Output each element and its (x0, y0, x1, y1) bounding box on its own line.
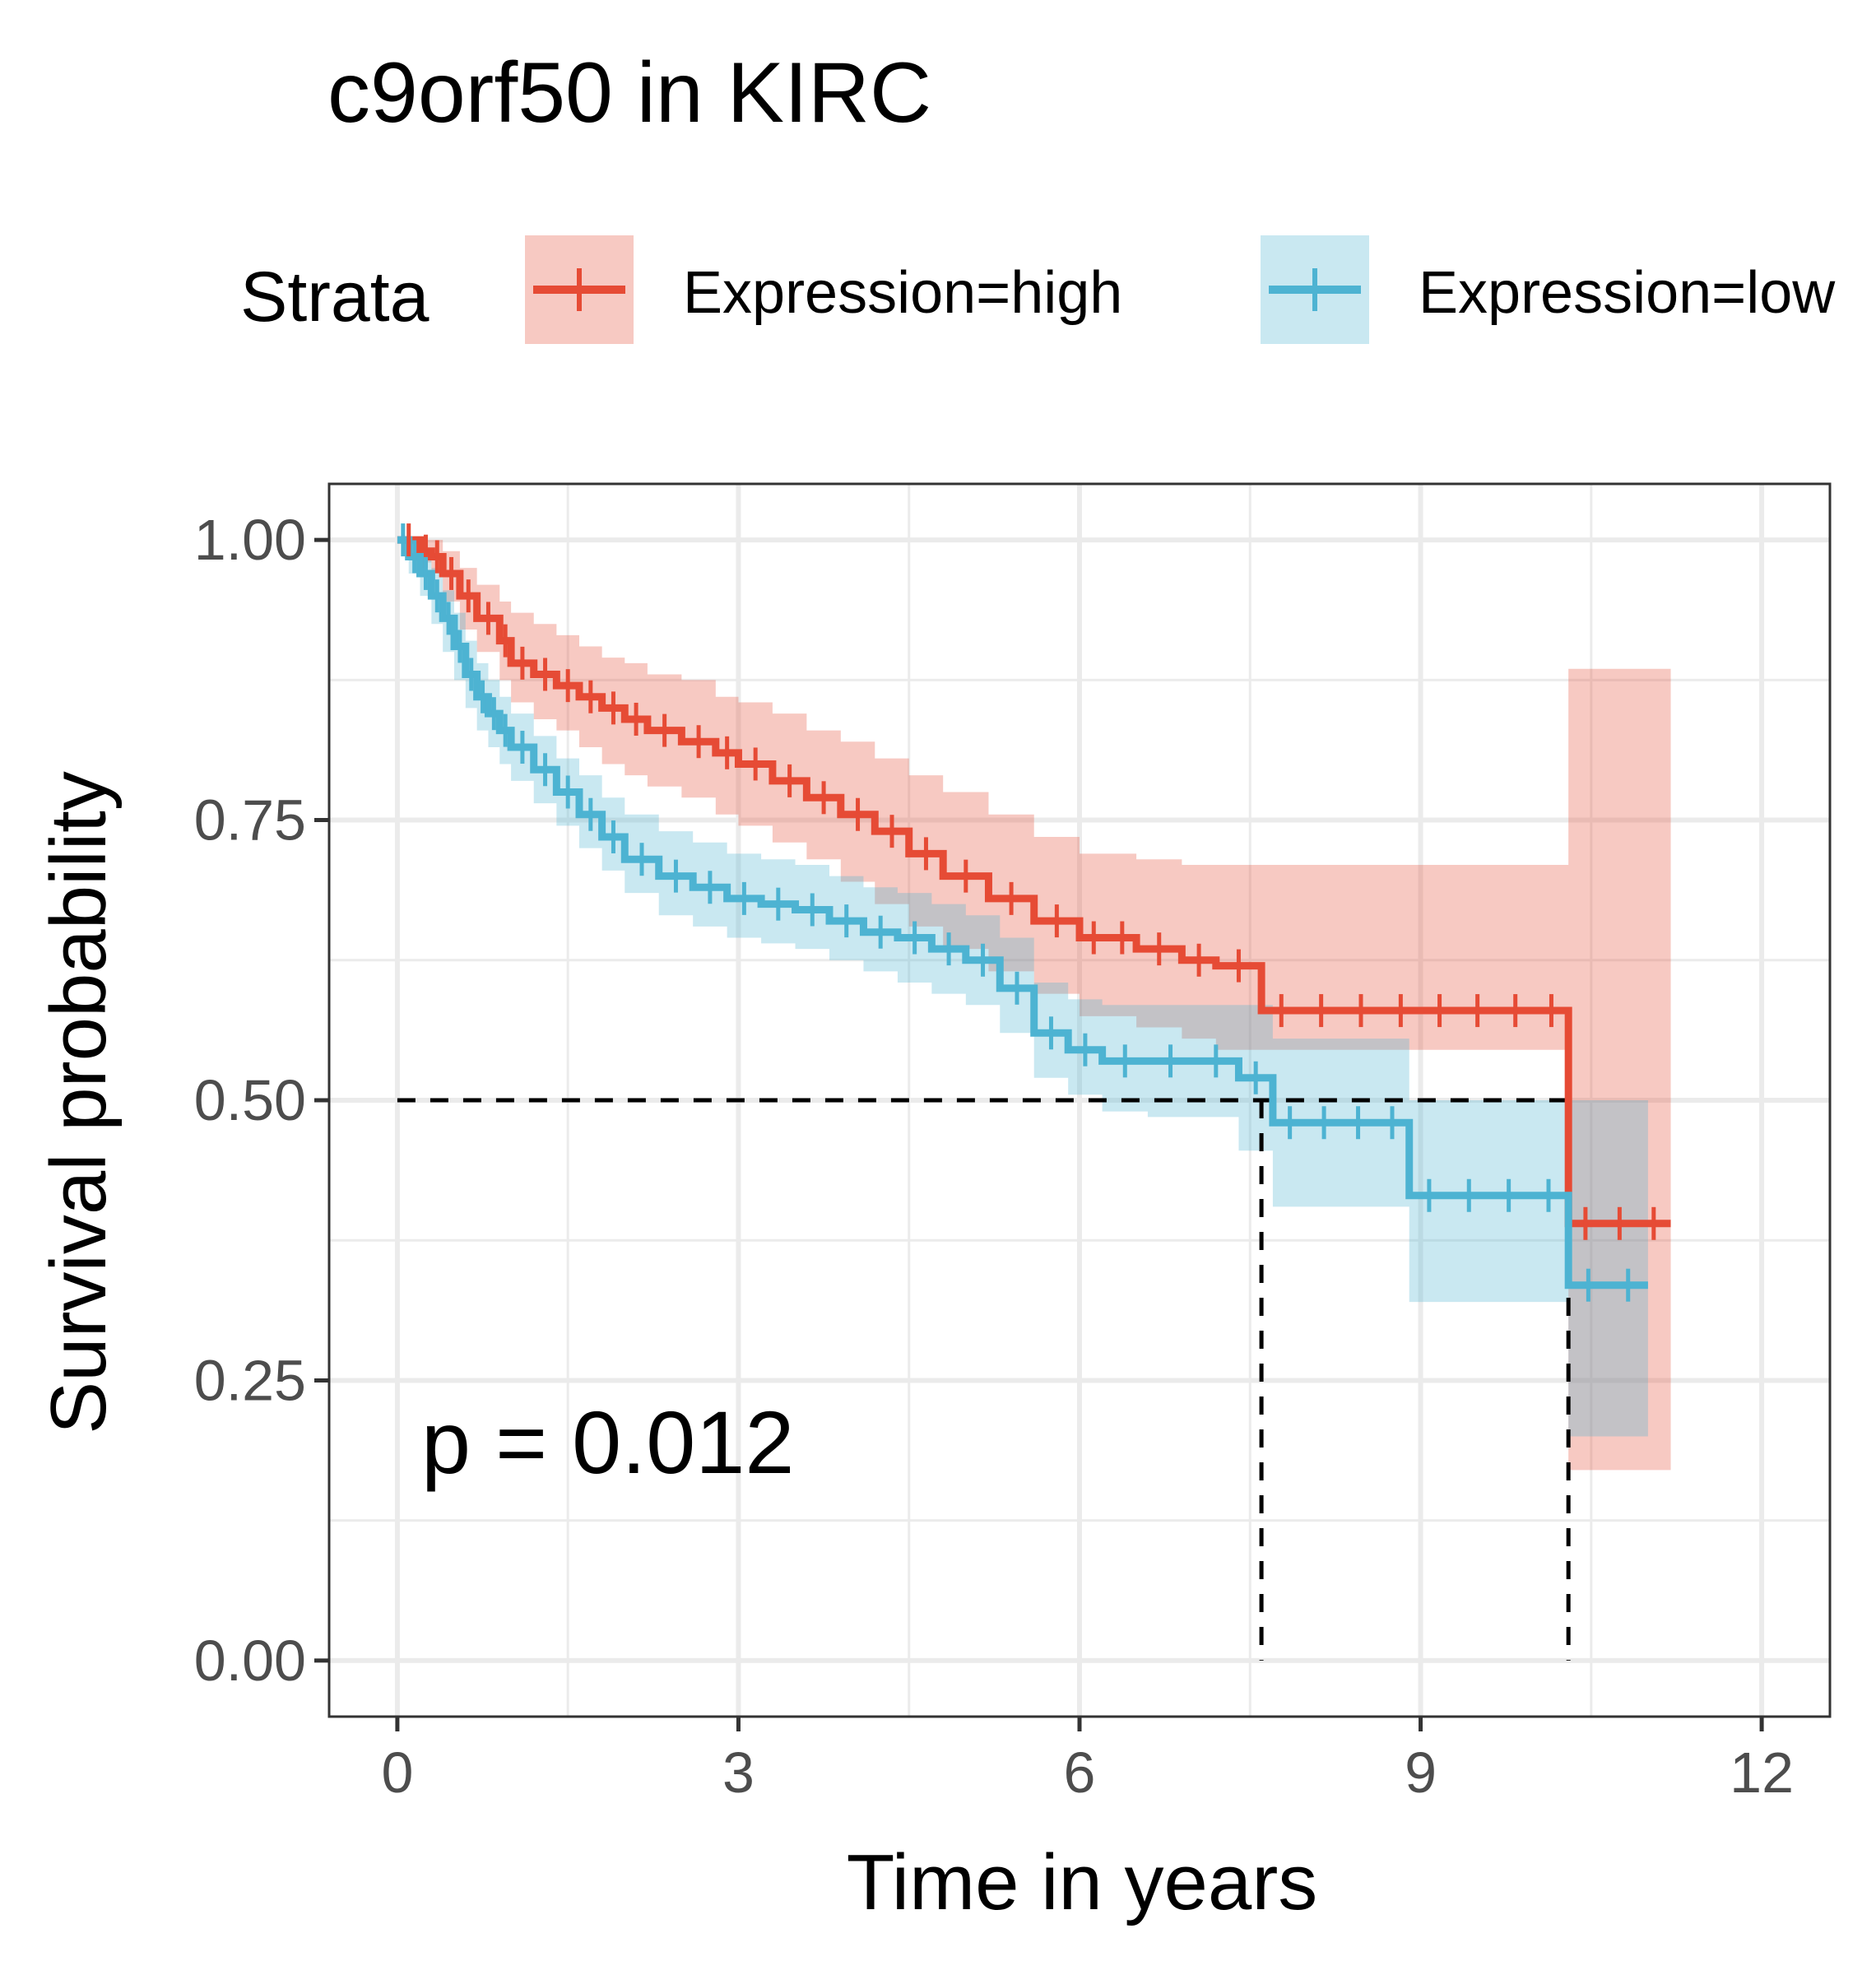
y-tick-label: 0.75 (194, 788, 306, 853)
x-axis-title: Time in years (847, 1838, 1318, 1926)
p-value-annotation: p = 0.012 (421, 1392, 794, 1492)
x-axis-ticks: 0 3 6 9 12 (381, 1717, 1794, 1805)
chart-title: c9orf50 in KIRC (327, 45, 931, 141)
y-tick-label: 0.00 (194, 1629, 306, 1693)
legend-title: Strata (240, 258, 430, 337)
legend-label-high: Expression=high (683, 260, 1122, 326)
y-tick-label: 1.00 (194, 508, 306, 572)
legend: Strata Expression=high Expression=low (240, 235, 1836, 344)
y-tick-label: 0.50 (194, 1068, 306, 1132)
survival-curve-low (397, 536, 1648, 1290)
confidence-band-high (397, 540, 1671, 1471)
x-tick-label: 3 (722, 1740, 755, 1805)
legend-label-low: Expression=low (1419, 260, 1836, 326)
x-tick-label: 0 (381, 1740, 413, 1805)
y-axis-ticks: 0.00 0.25 0.50 0.75 1.00 (194, 508, 329, 1693)
censor-marks (401, 523, 1656, 1302)
x-tick-label: 12 (1730, 1740, 1794, 1805)
x-tick-label: 9 (1405, 1740, 1437, 1805)
x-tick-label: 6 (1064, 1740, 1096, 1805)
y-axis-title: Survival probability (35, 771, 123, 1434)
y-tick-label: 0.25 (194, 1348, 306, 1412)
median-lines (397, 1098, 1571, 1661)
